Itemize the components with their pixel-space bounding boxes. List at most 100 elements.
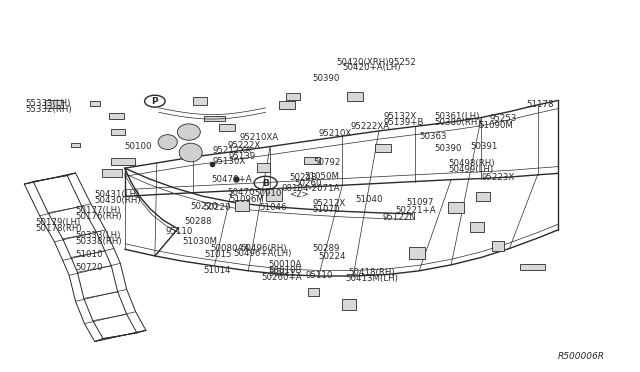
Polygon shape <box>375 144 390 152</box>
Text: 50418(RH): 50418(RH) <box>349 268 396 277</box>
Ellipse shape <box>177 124 200 140</box>
Polygon shape <box>102 169 122 177</box>
Polygon shape <box>342 299 356 310</box>
Text: 95212X: 95212X <box>312 199 346 208</box>
Polygon shape <box>257 163 270 172</box>
Text: 50220: 50220 <box>204 203 231 212</box>
Polygon shape <box>90 101 100 106</box>
Polygon shape <box>286 93 300 100</box>
Polygon shape <box>279 101 295 109</box>
Text: 51096M: 51096M <box>229 195 264 203</box>
Polygon shape <box>235 200 249 211</box>
Text: 95110: 95110 <box>165 227 193 236</box>
Text: 95132X: 95132X <box>384 112 417 121</box>
Text: 50420+A(LH): 50420+A(LH) <box>342 63 401 72</box>
Text: 50338(RH): 50338(RH) <box>76 237 122 246</box>
Polygon shape <box>204 115 225 121</box>
Text: 50496+A(LH): 50496+A(LH) <box>234 249 292 258</box>
Text: 51010: 51010 <box>76 250 103 259</box>
Polygon shape <box>45 100 63 108</box>
Text: 50260+A: 50260+A <box>261 273 301 282</box>
Text: 51050M: 51050M <box>304 172 339 181</box>
Text: 50496(RH): 50496(RH) <box>240 244 287 253</box>
Text: 50499(LH): 50499(LH) <box>448 165 493 174</box>
Text: 95222X: 95222X <box>227 141 260 150</box>
Polygon shape <box>348 92 364 101</box>
Polygon shape <box>308 288 319 296</box>
Text: 95212XA: 95212XA <box>212 146 252 155</box>
Text: 55332(RH): 55332(RH) <box>26 105 72 114</box>
Text: 95122N: 95122N <box>383 213 417 222</box>
Text: 55333(LH): 55333(LH) <box>26 99 71 108</box>
Text: 50391: 50391 <box>470 142 498 151</box>
Text: 51097: 51097 <box>406 198 434 207</box>
Text: 50390: 50390 <box>434 144 461 153</box>
Polygon shape <box>111 158 135 165</box>
Polygon shape <box>111 129 125 135</box>
Ellipse shape <box>158 135 177 150</box>
Text: 50288: 50288 <box>184 217 212 226</box>
Text: 95110: 95110 <box>306 271 333 280</box>
Text: 50363: 50363 <box>419 132 447 141</box>
Polygon shape <box>193 97 207 105</box>
Text: 50100: 50100 <box>125 142 152 151</box>
Text: 50470+A: 50470+A <box>211 175 252 184</box>
Text: 51046: 51046 <box>259 203 287 212</box>
Text: <2>: <2> <box>289 190 309 199</box>
Polygon shape <box>520 264 545 270</box>
Text: 50720: 50720 <box>76 263 103 272</box>
Text: 50080AA: 50080AA <box>210 244 250 253</box>
Text: 50176(RH): 50176(RH) <box>76 212 122 221</box>
Text: 95210X: 95210X <box>319 129 352 138</box>
Text: 50390: 50390 <box>312 74 340 83</box>
Polygon shape <box>410 247 425 259</box>
Text: 08184-2071A: 08184-2071A <box>282 185 340 193</box>
Text: 50289: 50289 <box>312 244 340 253</box>
Text: 50221+A: 50221+A <box>396 206 436 215</box>
Text: R500006R: R500006R <box>558 352 605 361</box>
Text: 51015: 51015 <box>205 250 232 259</box>
Text: 50420(XRH)95252: 50420(XRH)95252 <box>336 58 416 67</box>
Text: 95222XA: 95222XA <box>351 122 390 131</box>
Polygon shape <box>448 202 463 213</box>
Polygon shape <box>70 143 81 147</box>
Polygon shape <box>470 222 484 232</box>
Text: 50498(RH): 50498(RH) <box>448 159 495 168</box>
Text: 50792: 50792 <box>314 158 341 167</box>
Text: 51014: 51014 <box>204 266 231 275</box>
Polygon shape <box>266 188 282 201</box>
Text: 50260: 50260 <box>294 179 322 187</box>
Text: 51178: 51178 <box>526 100 554 109</box>
Text: 51030M: 51030M <box>182 237 218 246</box>
Text: 50470: 50470 <box>227 188 255 197</box>
Text: 50179(LH): 50179(LH) <box>35 218 81 227</box>
Text: 95253: 95253 <box>490 114 517 123</box>
Polygon shape <box>492 241 504 251</box>
Ellipse shape <box>179 143 202 162</box>
Text: 50910: 50910 <box>255 189 282 198</box>
Text: 95223X: 95223X <box>481 173 515 182</box>
Text: 50431(LH): 50431(LH) <box>95 190 140 199</box>
Text: 95139: 95139 <box>228 152 256 161</box>
Text: B: B <box>262 179 269 187</box>
Text: 50177(LH): 50177(LH) <box>76 206 121 215</box>
Text: 50010B: 50010B <box>269 266 302 275</box>
Text: 50248: 50248 <box>289 173 317 182</box>
Text: 95210XA: 95210XA <box>240 133 279 142</box>
Text: 95130X: 95130X <box>212 157 246 166</box>
Text: 50333(LH): 50333(LH) <box>76 231 121 240</box>
Text: 95139+B: 95139+B <box>384 118 424 126</box>
Text: 50010A: 50010A <box>269 260 302 269</box>
Text: 50430(RH): 50430(RH) <box>95 196 141 205</box>
Text: 50178(RH): 50178(RH) <box>35 224 82 233</box>
Polygon shape <box>109 113 124 119</box>
Text: P: P <box>152 97 158 106</box>
Text: 51070: 51070 <box>312 205 340 214</box>
Polygon shape <box>219 124 236 131</box>
Text: 51090M: 51090M <box>479 121 513 130</box>
Text: 50911: 50911 <box>269 269 296 278</box>
Polygon shape <box>476 192 490 201</box>
Text: 50380(RH): 50380(RH) <box>434 118 481 126</box>
Polygon shape <box>305 157 320 164</box>
Text: 51040: 51040 <box>355 195 383 203</box>
